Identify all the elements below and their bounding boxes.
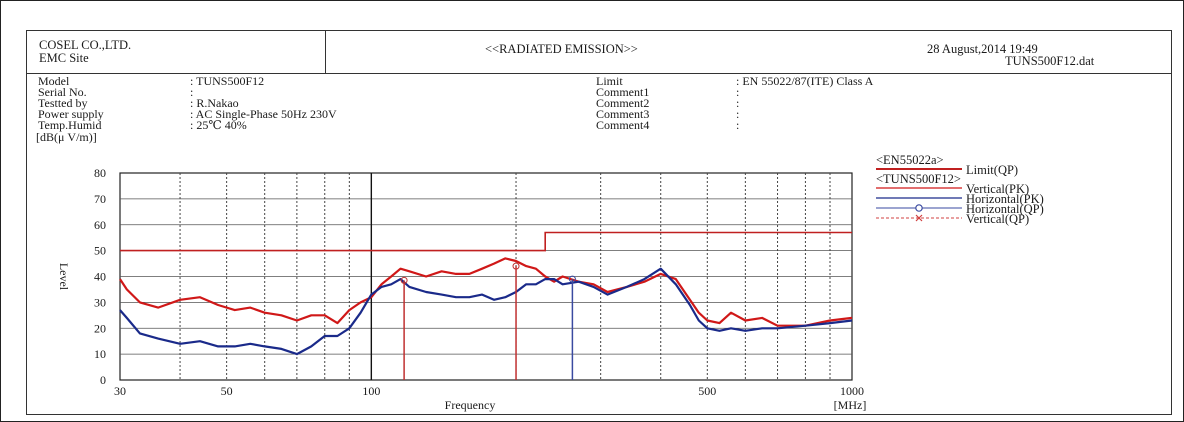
y-tick-label: 20 [94, 321, 106, 335]
qp-marker-point [512, 262, 520, 270]
y-tick-label: 50 [94, 244, 106, 258]
info-label: Comment2 [596, 96, 650, 110]
info-label: Limit [596, 74, 623, 88]
y-tick-label: 40 [94, 270, 106, 284]
info-label: Power supply [38, 107, 104, 121]
info-value: : [736, 85, 740, 99]
x-tick-label: 30 [114, 384, 126, 398]
legend-marker-circle-icon [915, 204, 923, 212]
qp-marker-point [568, 275, 576, 283]
x-unit-label: [MHz] [834, 398, 867, 412]
report-header: COSEL CO.,LTD. EMC Site <<RADIATED EMISS… [27, 31, 1171, 74]
info-value: : 25℃ 40% [190, 118, 247, 132]
x-tick-label: 500 [698, 384, 716, 398]
qp-marker-point [400, 276, 408, 284]
info-value: : EN 55022/87(ITE) Class A [736, 74, 874, 88]
y-unit-label: [dB(μ V/m)] [36, 130, 97, 144]
info-label: Serial No. [38, 85, 87, 99]
legend-label-vertical-pk: Vertical(PK) [966, 182, 1030, 196]
info-label: Testted by [38, 96, 88, 110]
x-tick-label: 100 [362, 384, 380, 398]
company-name: COSEL CO.,LTD. [39, 38, 132, 52]
company-box: COSEL CO.,LTD. EMC Site [27, 31, 326, 73]
legend-label-vertical-qp: Vertical(QP) [966, 212, 1030, 226]
legend-label-limit-qp: Limit(QP) [966, 163, 1019, 177]
legend-marker-cross-icon [915, 214, 923, 222]
info-value: : [736, 96, 740, 110]
series-line-vertical-pk- [119, 257, 853, 327]
y-axis-label: Level [57, 263, 71, 291]
info-label: Comment1 [596, 85, 650, 99]
y-tick-label: 80 [94, 166, 106, 180]
series-line-horizontal-pk- [119, 267, 853, 356]
report-title: <<RADIATED EMISSION>> [485, 42, 638, 56]
info-value: : R.Nakao [190, 96, 239, 110]
report-panel: COSEL CO.,LTD. EMC Site <<RADIATED EMISS… [26, 30, 1172, 415]
x-axis-label: Frequency [445, 398, 496, 412]
info-value: : [190, 85, 194, 99]
legend-group-limit: <EN55022a> [876, 153, 944, 167]
x-tick-label: 50 [221, 384, 233, 398]
data-file-name: TUNS500F12.dat [1005, 54, 1095, 68]
info-value: : AC Single-Phase 50Hz 230V [190, 107, 337, 121]
report-date: 28 August,2014 19:49 [927, 42, 1038, 56]
info-value: : [736, 107, 740, 121]
y-tick-label: 60 [94, 218, 106, 232]
info-label: Comment3 [596, 107, 650, 121]
site-name: EMC Site [39, 51, 89, 65]
x-tick-label: 1000 [840, 384, 864, 398]
info-value: : TUNS500F12 [190, 74, 265, 88]
legend-group-device: <TUNS500F12> [876, 172, 961, 186]
info-label: Model [38, 74, 70, 88]
y-tick-label: 0 [100, 373, 106, 387]
y-tick-label: 10 [94, 347, 106, 361]
info-label: Temp.Humid [38, 118, 102, 132]
limit-qp-line [120, 231, 852, 252]
info-value: : [736, 118, 740, 132]
info-label: Comment4 [596, 118, 650, 132]
legend-label-horizontal-qp: Horizontal(QP) [966, 202, 1044, 216]
legend-label-horizontal-pk: Horizontal(PK) [966, 192, 1044, 206]
y-tick-label: 30 [94, 295, 106, 309]
y-tick-label: 70 [94, 192, 106, 206]
